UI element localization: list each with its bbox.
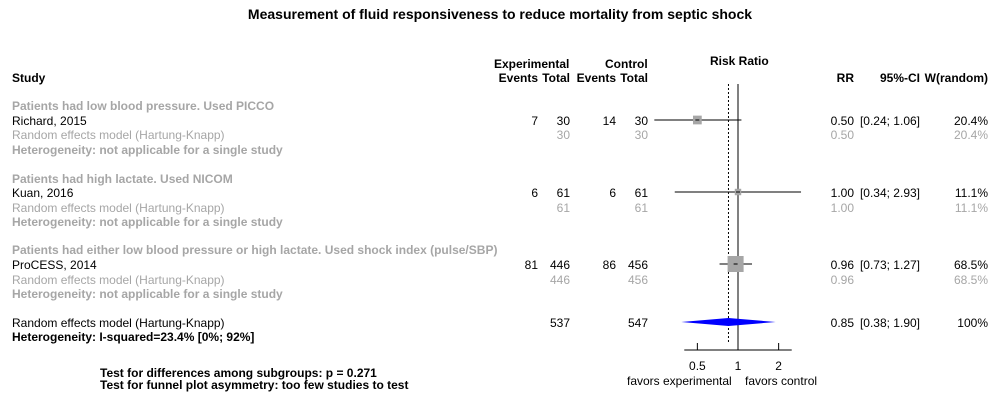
ctrl-total: 456 [627, 258, 648, 272]
header-exp-total: Total [542, 71, 570, 85]
x-tick-label: 2 [775, 359, 782, 373]
model-name: Random effects model (Hartung-Knapp) [12, 201, 225, 215]
header-rr: RR [836, 71, 854, 85]
model-exp-total: 30 [556, 128, 570, 142]
subgroup-test-footnote: Test for differences among subgroups: p … [100, 366, 377, 380]
overall-rr-value: 0.85 [830, 316, 854, 330]
header-risk-ratio: Risk Ratio [710, 54, 769, 68]
model-weight-value: 68.5% [953, 273, 988, 287]
ci-value: [0.24; 1.06] [859, 114, 920, 128]
ctrl-events: 14 [602, 114, 616, 128]
subgroup-3-label: Patients had either low blood pressure o… [12, 243, 498, 257]
ctrl-events: 6 [609, 186, 616, 200]
rr-value: 1.00 [830, 186, 854, 200]
header-ctrl-total: Total [620, 71, 648, 85]
ctrl-total: 61 [634, 186, 648, 200]
model-rr-value: 0.96 [830, 273, 854, 287]
header-ci: 95%-CI [879, 71, 920, 85]
exp-events: 81 [524, 258, 538, 272]
model-weight-value: 11.1% [954, 201, 988, 215]
study-name: Richard, 2015 [12, 114, 87, 128]
model-rr-value: 0.50 [830, 128, 854, 142]
favors-experimental-label: favors experimental [627, 374, 732, 388]
heterogeneity-text: Heterogeneity: not applicable for a sing… [12, 287, 283, 301]
overall-exp-total: 537 [549, 316, 570, 330]
overall-diamond [681, 318, 776, 326]
header-exp-events: Events [498, 71, 538, 85]
header-study: Study [12, 71, 46, 85]
header-weight: W(random) [924, 71, 988, 85]
overall-heterogeneity: Heterogeneity: I-squared=23.4% [0%; 92%] [12, 330, 255, 344]
model-name: Random effects model (Hartung-Knapp) [12, 128, 225, 142]
header-ctrl-events: Events [576, 71, 616, 85]
rr-value: 0.96 [830, 258, 854, 272]
overall-weight-value: 100% [957, 316, 988, 330]
study-name: Kuan, 2016 [12, 186, 74, 200]
model-ctrl-total: 61 [634, 201, 648, 215]
exp-events: 6 [531, 186, 538, 200]
overall-model-name: Random effects model (Hartung-Knapp) [12, 316, 225, 330]
model-ctrl-total: 456 [627, 273, 648, 287]
weight-value: 68.5% [953, 258, 988, 272]
study-name: ProCESS, 2014 [12, 258, 97, 272]
x-tick-label: 1 [735, 359, 742, 373]
header-experimental: Experimental [494, 57, 570, 71]
ctrl-events: 86 [602, 258, 616, 272]
x-tick-label: 0.5 [689, 359, 706, 373]
header-control: Control [605, 57, 648, 71]
funnel-test-footnote: Test for funnel plot asymmetry: too few … [100, 378, 409, 392]
subgroup-1-label: Patients had low blood pressure. Used PI… [12, 99, 275, 113]
heterogeneity-text: Heterogeneity: not applicable for a sing… [12, 143, 283, 157]
rr-value: 0.50 [830, 114, 854, 128]
exp-total: 446 [549, 258, 570, 272]
model-exp-total: 61 [556, 201, 570, 215]
exp-events: 7 [531, 114, 538, 128]
exp-total: 30 [556, 114, 570, 128]
model-rr-value: 1.00 [830, 201, 854, 215]
model-ctrl-total: 30 [634, 128, 648, 142]
weight-value: 20.4% [953, 114, 988, 128]
model-name: Random effects model (Hartung-Knapp) [12, 273, 225, 287]
model-exp-total: 446 [549, 273, 570, 287]
weight-value: 11.1% [954, 186, 988, 200]
overall-ctrl-total: 547 [627, 316, 648, 330]
overall-ci-value: [0.38; 1.90] [859, 316, 920, 330]
model-weight-value: 20.4% [953, 128, 988, 142]
subgroup-2-label: Patients had high lactate. Used NICOM [12, 172, 233, 186]
ctrl-total: 30 [634, 114, 648, 128]
ci-value: [0.73; 1.27] [859, 258, 920, 272]
exp-total: 61 [556, 186, 570, 200]
ci-value: [0.34; 2.93] [859, 186, 920, 200]
favors-control-label: favors control [745, 374, 818, 388]
heterogeneity-text: Heterogeneity: not applicable for a sing… [12, 215, 283, 229]
chart-title: Measurement of fluid responsiveness to r… [247, 6, 753, 22]
